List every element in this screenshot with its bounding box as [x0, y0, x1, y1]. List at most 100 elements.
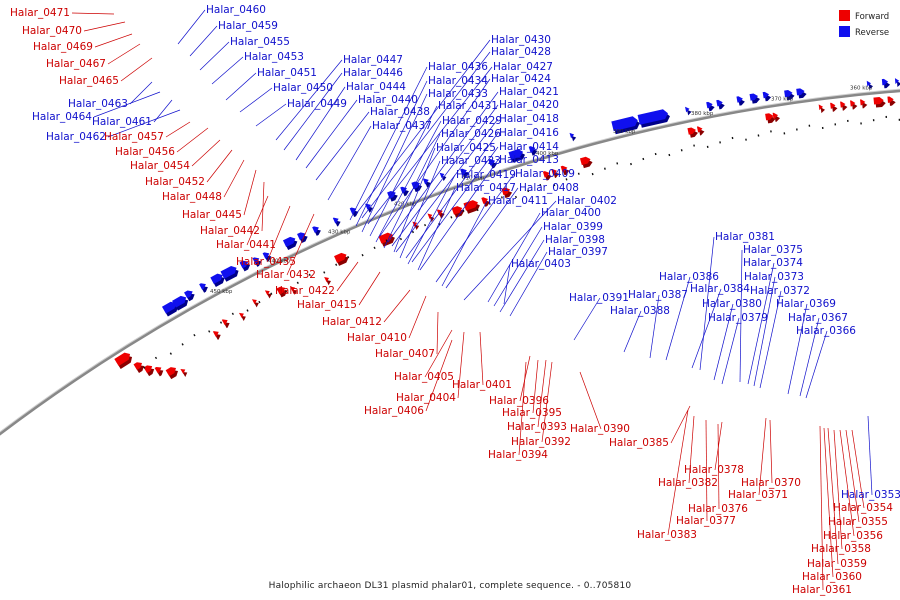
- forward-gene-feature: [212, 331, 219, 337]
- gene-label-halar-0395: Halar_0395: [502, 407, 562, 419]
- forward-gene-feature: [765, 113, 774, 121]
- gene-leader-line: [407, 174, 456, 265]
- gene-label-halar-0354: Halar_0354: [833, 502, 893, 514]
- reverse-gene-feature: [312, 226, 319, 233]
- gene-leader-line: [753, 276, 776, 387]
- forward-gene-feature: [551, 168, 557, 175]
- minor-tick: [143, 366, 146, 369]
- forward-gene-feature: [840, 101, 846, 108]
- gene-leader-line: [408, 295, 427, 339]
- forward-gene-feature: [687, 127, 696, 135]
- gene-leader-line: [355, 39, 491, 215]
- gene-label-halar-0430: Halar_0430: [491, 34, 551, 46]
- gene-leader-line: [805, 330, 828, 399]
- gene-label-halar-0374: Halar_0374: [743, 257, 803, 269]
- gene-label-halar-0412: Halar_0412: [322, 316, 382, 328]
- reverse-gene-feature: [706, 101, 713, 109]
- backbone-layer: [0, 88, 900, 436]
- reverse-gene-feature: [422, 178, 429, 185]
- gene-leader-line: [665, 276, 691, 361]
- minor-tick: [361, 253, 364, 257]
- forward-gene-feature: [276, 286, 286, 295]
- forward-gene-feature: [501, 187, 511, 196]
- gene-label-halar-0406: Halar_0406: [364, 405, 424, 417]
- gene-label-halar-0394: Halar_0394: [488, 449, 548, 461]
- minor-tick: [603, 167, 606, 170]
- forward-gene-feature: [290, 286, 296, 292]
- gene-label-halar-0398: Halar_0398: [545, 234, 605, 246]
- reverse-gene-feature: [239, 260, 249, 269]
- gene-leader-line: [327, 125, 372, 201]
- gene-leader-line: [387, 91, 499, 243]
- minor-tick: [462, 209, 465, 212]
- gene-label-halar-0403: Halar_0403: [511, 258, 571, 270]
- gene-label-halar-0423: Halar_0423: [441, 155, 501, 167]
- forward-gene-feature: [221, 319, 228, 326]
- reverse-gene-feature: [736, 96, 743, 103]
- gene-leader-line: [769, 419, 773, 484]
- gene-leader-line: [375, 120, 442, 243]
- gene-label-halar-0393: Halar_0393: [507, 421, 567, 433]
- gene-label-halar-0459: Halar_0459: [218, 20, 278, 32]
- gene-leader-line: [463, 200, 557, 301]
- forward-gene-shadow: [852, 103, 858, 110]
- reverse-gene-feature: [439, 172, 445, 179]
- gene-label-halar-0464: Halar_0464: [32, 111, 92, 123]
- gene-leader-line: [833, 429, 843, 550]
- forward-gene-shadow: [862, 102, 868, 109]
- forward-gene-shadow: [832, 105, 838, 112]
- gene-label-halar-0424: Halar_0424: [491, 73, 551, 85]
- gene-label-halar-0447: Halar_0447: [343, 54, 403, 66]
- minor-tick: [476, 208, 479, 212]
- forward-gene-feature: [579, 156, 591, 166]
- gene-leader-line: [129, 81, 153, 105]
- gene-label-halar-0356: Halar_0356: [823, 530, 883, 542]
- gene-leader-line: [758, 417, 767, 496]
- minor-tick: [193, 333, 196, 337]
- forward-gene-feature: [324, 276, 330, 283]
- minor-tick: [308, 273, 311, 277]
- reverse-gene-shadow: [896, 81, 900, 87]
- gene-label-halar-0381: Halar_0381: [715, 231, 775, 243]
- forward-gene-shadow: [253, 302, 259, 308]
- minor-tick: [296, 281, 299, 285]
- gene-label-halar-0392: Halar_0392: [511, 436, 571, 448]
- legend-reverse-label: Reverse: [855, 28, 889, 38]
- gene-leader-line: [425, 339, 453, 412]
- minor-tick: [399, 237, 402, 241]
- gene-leader-line: [787, 303, 808, 395]
- gene-leader-line: [579, 371, 602, 430]
- minor-tick: [246, 309, 249, 312]
- gene-label-halar-0361: Halar_0361: [792, 584, 852, 596]
- kbp-tick-label: 450 kbp: [210, 289, 233, 295]
- forward-gene-shadow: [820, 107, 826, 114]
- gene-leader-line: [827, 427, 839, 565]
- gene-leader-line: [283, 72, 343, 151]
- reverse-gene-feature: [716, 99, 723, 107]
- gene-leader-line: [411, 146, 499, 263]
- gene-leader-line: [176, 127, 209, 153]
- gene-label-halar-0384: Halar_0384: [690, 283, 750, 295]
- gene-leader-line: [395, 118, 499, 253]
- minor-tick: [284, 289, 287, 293]
- gene-label-halar-0429: Halar_0429: [442, 115, 502, 127]
- gene-label-halar-0377: Halar_0377: [676, 515, 736, 527]
- gene-label-halar-0400: Halar_0400: [541, 207, 601, 219]
- reverse-gene-feature: [252, 257, 260, 264]
- reverse-gene-feature: [881, 78, 889, 86]
- gene-leader-line: [435, 173, 515, 283]
- gene-leader-line: [739, 249, 743, 383]
- gene-leader-line: [361, 93, 428, 233]
- gene-label-halar-0369: Halar_0369: [776, 298, 836, 310]
- gene-label-halar-0359: Halar_0359: [807, 558, 867, 570]
- gene-leader-line: [699, 236, 715, 371]
- gene-label-halar-0435: Halar_0435: [236, 256, 296, 268]
- gene-leader-line: [499, 239, 545, 313]
- map-caption: Halophilic archaeon DL31 plasmid phalar0…: [269, 581, 632, 591]
- minor-tick: [577, 172, 580, 175]
- gene-leader-line: [851, 429, 865, 509]
- gene-label-halar-0411: Halar_0411: [488, 195, 548, 207]
- minor-tick: [335, 263, 338, 266]
- gene-label-halar-0388: Halar_0388: [610, 305, 670, 317]
- gene-label-halar-0383: Halar_0383: [637, 529, 697, 541]
